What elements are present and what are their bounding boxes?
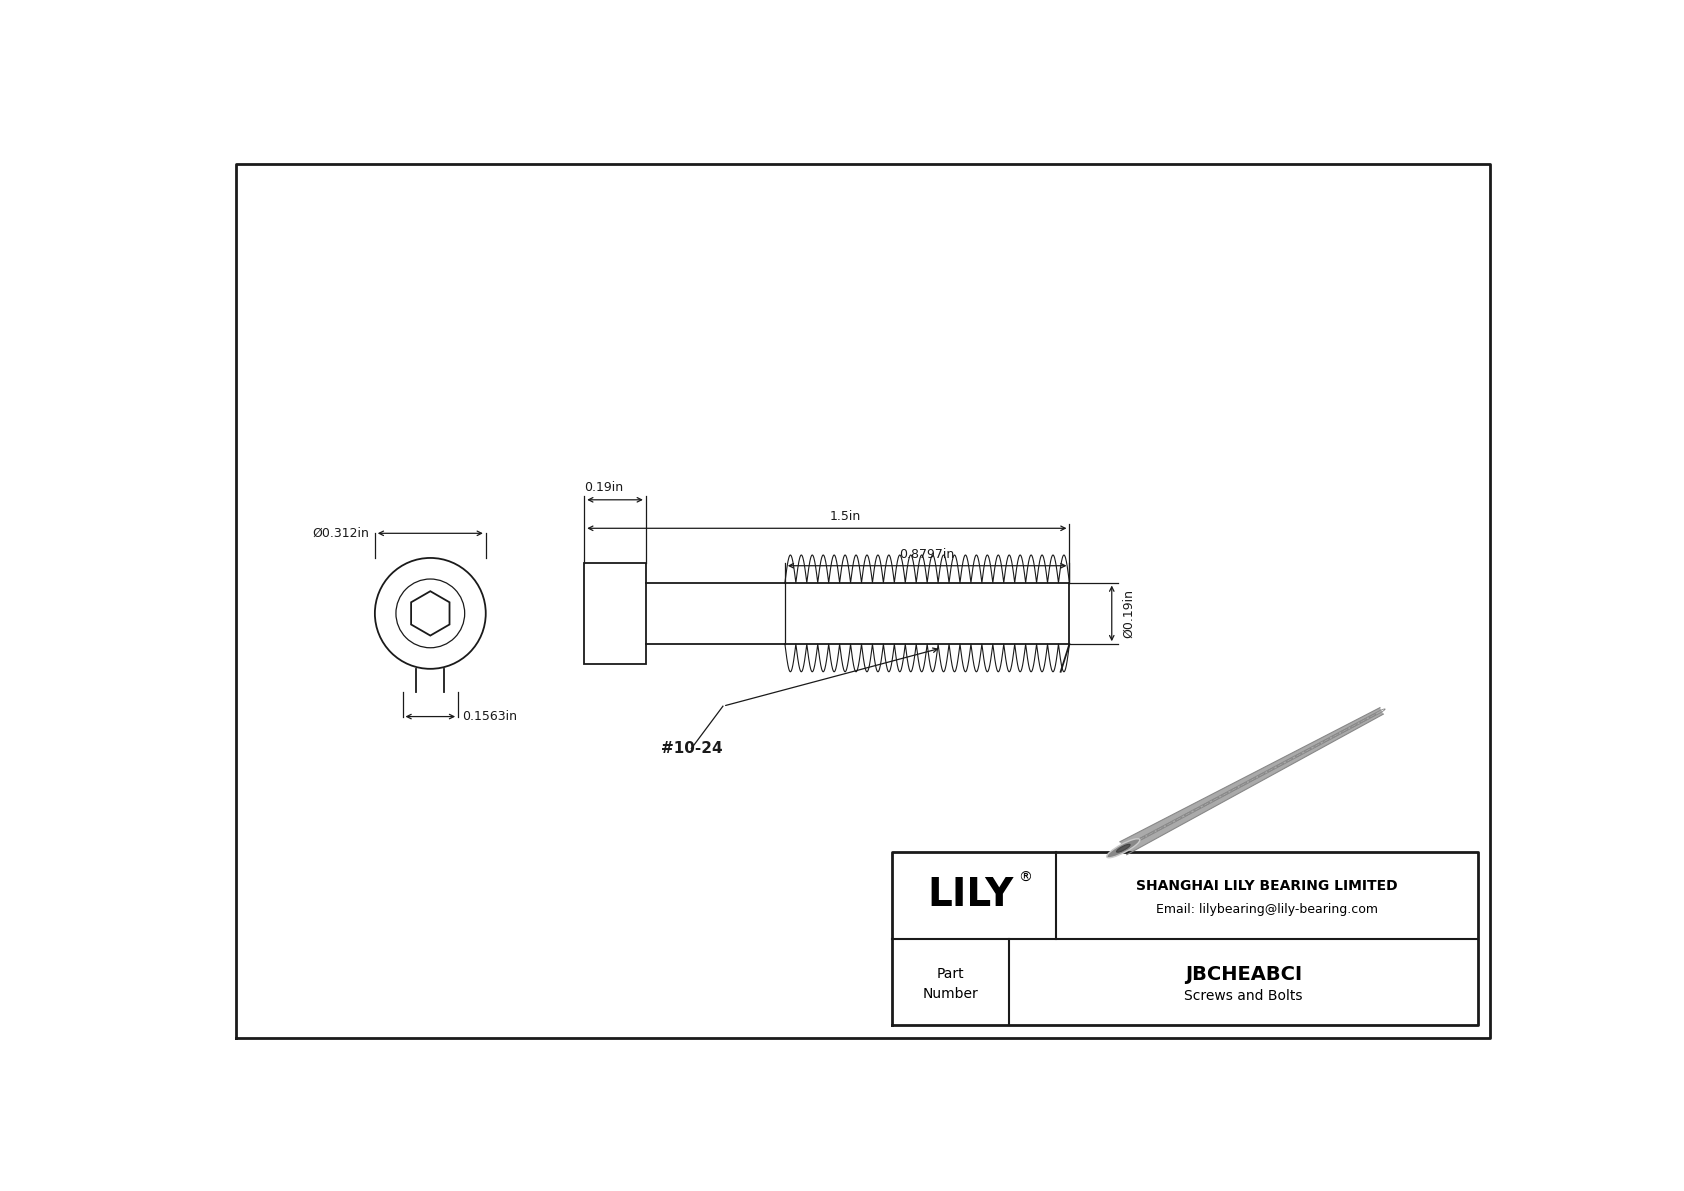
Text: Number: Number (923, 986, 978, 1000)
Polygon shape (1120, 707, 1383, 855)
Text: Ø0.312in: Ø0.312in (312, 526, 369, 540)
Text: 0.8797in: 0.8797in (899, 548, 955, 561)
Text: 0.1563in: 0.1563in (461, 710, 517, 723)
Text: Ø0.19in: Ø0.19in (1123, 588, 1135, 638)
Text: LILY: LILY (928, 877, 1014, 915)
Ellipse shape (1116, 844, 1130, 853)
Text: Screws and Bolts: Screws and Bolts (1184, 989, 1303, 1003)
Text: 1.5in: 1.5in (830, 510, 861, 523)
Text: #10-24: #10-24 (662, 741, 722, 756)
Ellipse shape (1106, 838, 1140, 858)
Text: JBCHEABCI: JBCHEABCI (1186, 965, 1302, 984)
Text: Email: lilybearing@lily-bearing.com: Email: lilybearing@lily-bearing.com (1155, 903, 1378, 916)
Text: ®: ® (1019, 871, 1032, 885)
Text: 0.19in: 0.19in (584, 481, 623, 494)
Text: SHANGHAI LILY BEARING LIMITED: SHANGHAI LILY BEARING LIMITED (1137, 879, 1398, 893)
Text: Part: Part (936, 967, 965, 981)
